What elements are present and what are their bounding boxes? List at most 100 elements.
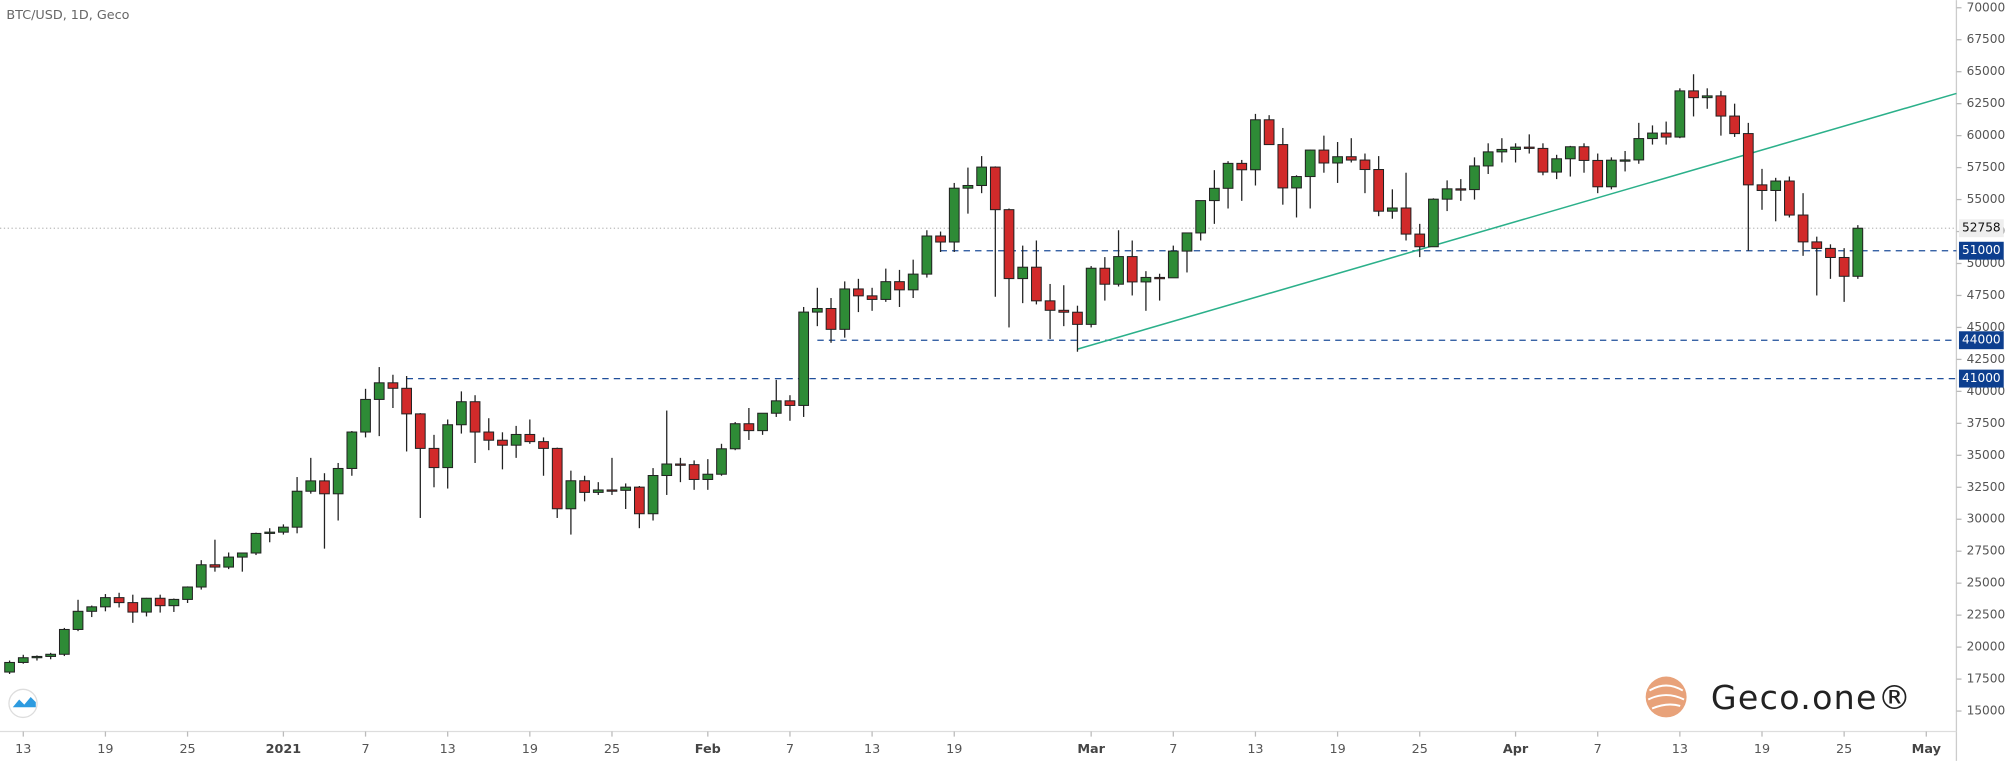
candle-body (291, 490, 303, 528)
candle-body (1564, 146, 1576, 160)
candle-body (675, 463, 686, 466)
level-label: 44000 (1962, 333, 2001, 347)
candle-body (209, 564, 221, 568)
x-tick-label: Feb (695, 742, 721, 757)
candle-body (1674, 90, 1686, 138)
candle-body (127, 602, 139, 613)
x-tick-label: 13 (440, 742, 456, 757)
level-label: 51000 (1962, 243, 2001, 257)
candle-body (688, 464, 700, 480)
candle-body (880, 281, 892, 300)
candle-body (743, 423, 755, 432)
candle-body (1647, 132, 1658, 140)
candle-body (305, 480, 317, 492)
candle-body (798, 311, 810, 406)
logo: Geco.one® (1645, 676, 1911, 718)
candle-body (661, 463, 673, 477)
candle-body (1031, 266, 1042, 302)
candle-body (538, 441, 549, 449)
candle-body (976, 166, 987, 187)
y-tick-label: 27500 (1967, 544, 2005, 558)
x-tick-label: 7 (361, 742, 369, 757)
candle-body (1126, 256, 1138, 283)
y-tick-label: 70000 (1967, 0, 2005, 14)
candle-body (1318, 149, 1330, 164)
candle-body (1660, 132, 1672, 138)
candle-body (1304, 149, 1316, 178)
candle-body (620, 486, 632, 491)
candle-body (195, 564, 207, 588)
candle-body (1428, 198, 1439, 248)
candle-body (373, 382, 385, 400)
x-tick-label: 25 (1412, 742, 1428, 757)
candle-body (962, 184, 974, 189)
candle-body (58, 628, 70, 655)
candle-body (469, 401, 481, 433)
candle-body (100, 597, 111, 608)
candle-body (223, 556, 235, 568)
candle-body (278, 526, 289, 533)
candle-body (1715, 95, 1727, 117)
candle-body (1113, 256, 1124, 285)
x-tick-label: 19 (1754, 742, 1770, 757)
candle-body (86, 606, 98, 612)
y-tick-label: 25000 (1967, 576, 2005, 590)
candle-body (935, 235, 946, 243)
candle-body (1551, 158, 1563, 173)
candle-body (811, 307, 823, 313)
candle-body (1852, 227, 1864, 277)
candle-body (401, 387, 412, 415)
candle-body (1811, 241, 1823, 249)
candle-body (1592, 159, 1604, 188)
candle-body (387, 382, 399, 389)
candle-body (1742, 133, 1754, 186)
candle-body (1441, 188, 1453, 200)
candle-body (72, 610, 84, 630)
candle-body (907, 273, 919, 291)
candle-body (1085, 267, 1097, 325)
platform-icon (8, 688, 38, 719)
candle-body (1496, 148, 1508, 153)
candle-body (428, 447, 440, 469)
y-tick-label: 32500 (1967, 480, 2005, 494)
last-price-box (1958, 219, 2004, 238)
candle-body (497, 439, 508, 446)
candle-body (1373, 169, 1385, 212)
y-tick-label: 37500 (1967, 416, 2005, 430)
candle-body (332, 467, 344, 495)
candle-body (1167, 250, 1179, 279)
level-label: 41000 (1962, 371, 2001, 385)
x-tick-label: 19 (946, 742, 962, 757)
candle-body (729, 423, 741, 450)
y-tick-label: 35000 (1967, 448, 2005, 462)
candle-body (483, 431, 495, 441)
trendline (1077, 92, 1957, 350)
candle-body (456, 401, 467, 426)
candle-body (1386, 207, 1398, 212)
candle-body (1044, 300, 1056, 311)
candle-body (702, 473, 714, 480)
x-tick-label: 7 (1594, 742, 1602, 757)
last-price-label: 52758 (1962, 221, 2001, 235)
candle-body (1154, 276, 1165, 280)
y-tick-label: 57500 (1967, 160, 2005, 174)
candle-body (853, 288, 864, 297)
y-tick-label: 67500 (1967, 32, 2005, 46)
candle-body (1208, 187, 1220, 202)
level-label-box (1958, 369, 2004, 388)
candle-body (921, 235, 933, 275)
x-tick-label: 19 (97, 742, 113, 757)
candle-body (606, 489, 618, 492)
y-tick-label: 17500 (1967, 672, 2005, 686)
candle-body (825, 307, 837, 330)
level-label-box (1958, 331, 2004, 350)
candle-body (948, 187, 960, 243)
y-tick-label: 20000 (1967, 640, 2005, 654)
y-tick-label: 30000 (1967, 512, 2005, 526)
candle-body (784, 400, 796, 406)
y-tick-label: 65000 (1967, 64, 2005, 78)
candle-body (1072, 311, 1083, 325)
y-tick-label: 55000 (1967, 192, 2005, 206)
candle-body (1619, 159, 1631, 162)
